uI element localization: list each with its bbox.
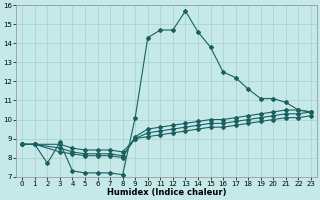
X-axis label: Humidex (Indice chaleur): Humidex (Indice chaleur) <box>107 188 226 197</box>
